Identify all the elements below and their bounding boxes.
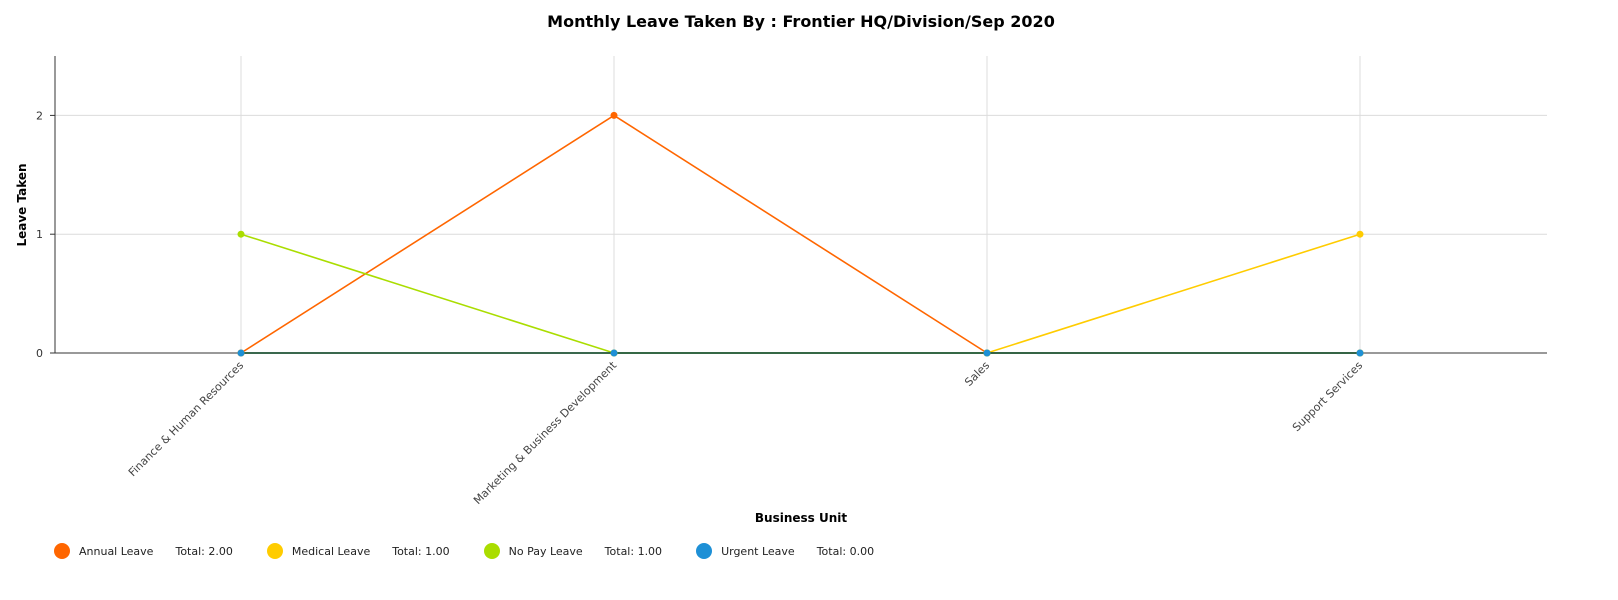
chart-title: Monthly Leave Taken By : Frontier HQ/Div… xyxy=(547,12,1055,31)
data-point-annual-leave[interactable] xyxy=(610,111,618,119)
legend-total: Total: 0.00 xyxy=(816,544,875,558)
legend-swatch-icon xyxy=(54,543,70,559)
series-line-no-pay-leave xyxy=(240,233,1360,354)
series-line-medical-leave xyxy=(241,233,1361,354)
x-tick-label: Sales xyxy=(962,359,992,389)
data-point-no-pay-leave[interactable] xyxy=(237,230,245,238)
legend: Annual Leave Total: 2.00 Medical Leave Tota… xyxy=(54,543,908,559)
legend-label: Annual Leave xyxy=(79,544,154,558)
x-tick-label: Support Services xyxy=(1290,359,1365,434)
x-axis: Finance & Human Resources Marketing & Bus… xyxy=(55,352,1547,507)
legend-total: Total: 1.00 xyxy=(392,544,450,558)
y-axis: 0 1 2 xyxy=(36,56,56,360)
data-point-urgent-leave[interactable] xyxy=(1356,349,1364,357)
legend-item-medical-leave[interactable]: Medical Leave Total: 1.00 xyxy=(266,543,450,559)
legend-item-no-pay-leave[interactable]: No Pay Leave Total: 1.00 xyxy=(483,543,663,559)
legend-swatch-icon xyxy=(483,543,500,559)
data-points xyxy=(237,111,1364,357)
legend-label: No Pay Leave xyxy=(508,544,583,558)
y-tick-label: 2 xyxy=(36,109,43,122)
grid-lines xyxy=(55,56,1547,353)
y-tick-label: 1 xyxy=(36,228,43,241)
data-point-urgent-leave[interactable] xyxy=(237,349,245,357)
x-tick-label: Marketing & Business Development xyxy=(471,358,620,507)
legend-label: Urgent Leave xyxy=(721,544,795,558)
legend-label: Medical Leave xyxy=(291,544,371,558)
legend-total: Total: 2.00 xyxy=(175,544,233,558)
legend-total: Total: 1.00 xyxy=(604,544,663,558)
legend-swatch-icon xyxy=(696,543,713,559)
x-axis-title: Business Unit xyxy=(755,511,847,525)
data-point-urgent-leave[interactable] xyxy=(983,349,991,357)
y-axis-title: Leave Taken xyxy=(15,163,29,246)
data-point-medical-leave[interactable] xyxy=(1356,230,1364,238)
legend-item-annual-leave[interactable]: Annual Leave Total: 2.00 xyxy=(54,543,233,559)
legend-swatch-icon xyxy=(266,543,283,559)
data-point-urgent-leave[interactable] xyxy=(610,349,618,357)
x-tick-label: Finance & Human Resources xyxy=(126,359,246,479)
y-tick-label: 0 xyxy=(36,347,43,360)
series-lines xyxy=(240,114,1361,354)
legend-item-urgent-leave[interactable]: Urgent Leave Total: 0.00 xyxy=(696,543,874,559)
